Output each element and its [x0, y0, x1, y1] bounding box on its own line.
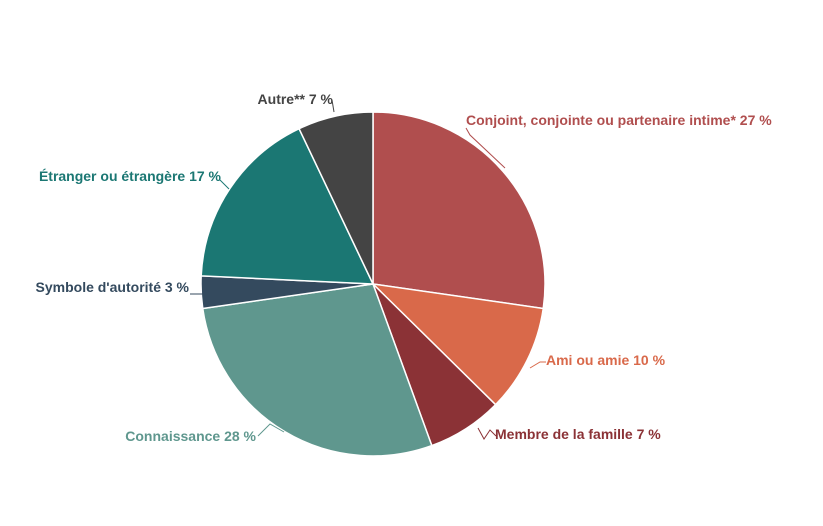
slice-label: Conjoint, conjointe ou partenaire intime…: [466, 112, 772, 128]
slice-label: Autre** 7 %: [258, 91, 334, 107]
pie-slice: [298, 111, 374, 285]
slice-label: Étranger ou étrangère 17 %: [39, 168, 222, 184]
label-connector: [465, 127, 506, 169]
slice-label: Symbole d'autorité 3 %: [36, 279, 190, 295]
pie-slice: [372, 111, 546, 310]
slice-label: Connaissance 28 %: [125, 428, 256, 444]
label-connector: [331, 99, 335, 113]
label-connector: [219, 179, 230, 190]
label-connector: [257, 423, 285, 437]
pie-slice: [200, 127, 375, 285]
slice-label: Membre de la famille 7 %: [495, 426, 661, 442]
label-connector: [529, 361, 546, 369]
slice-label: Ami ou amie 10 %: [546, 352, 666, 368]
pie-slice: [201, 283, 433, 457]
label-connector: [477, 427, 497, 440]
pie-slice: [370, 282, 545, 406]
